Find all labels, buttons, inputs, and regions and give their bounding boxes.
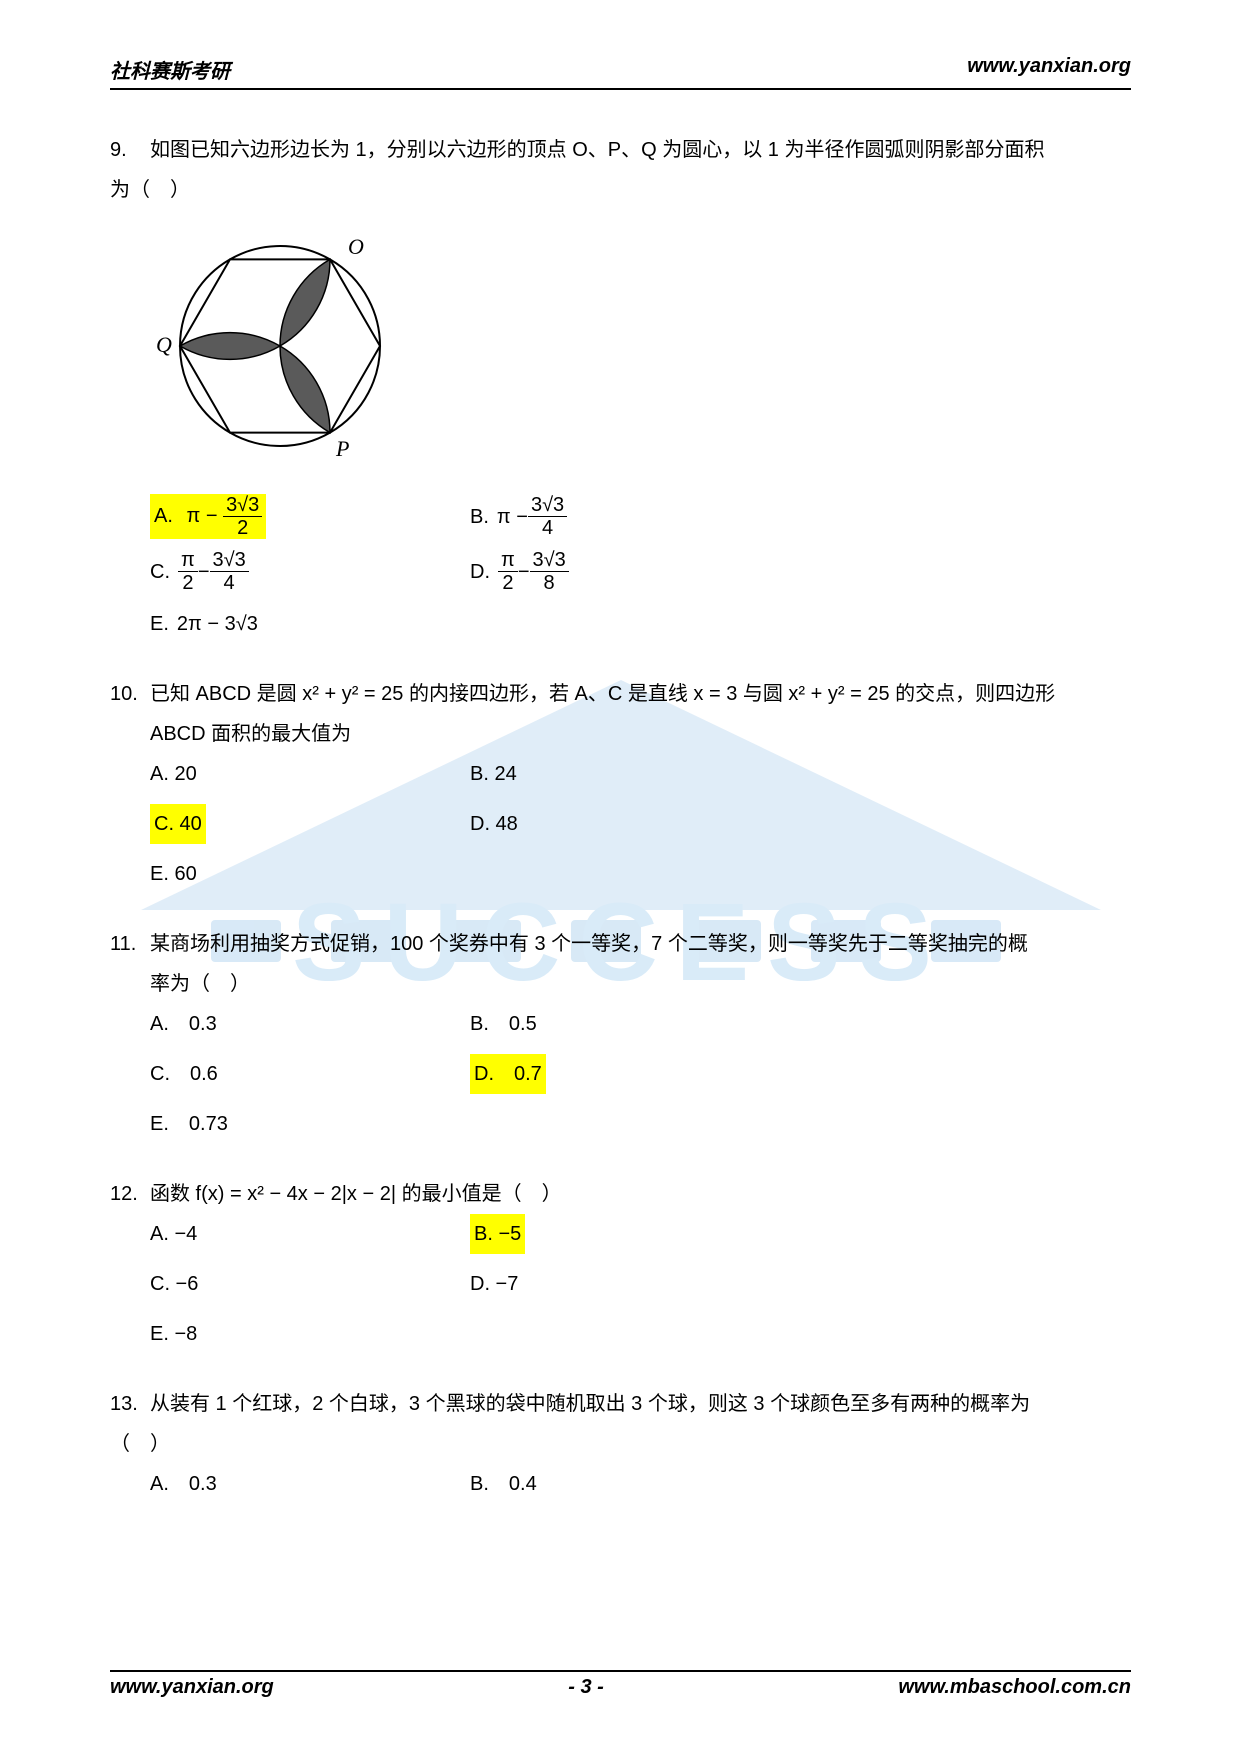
q9-number: 9.	[110, 130, 150, 170]
q12-text: 函数 f(x) = x² − 4x − 2|x − 2| 的最小值是（ ）	[150, 1174, 1131, 1214]
question-9: 9. 如图已知六边形边长为 1，分别以六边形的顶点 O、P、Q 为圆心，以 1 …	[110, 130, 1131, 644]
q13-text-line2: （ ）	[110, 1424, 1131, 1464]
q9-option-b: B. π − 3√34	[470, 494, 567, 539]
q11-text-line2: 率为（ ）	[150, 964, 1131, 1004]
q9-option-c: C. π2 − 3√34	[150, 549, 470, 594]
q11-option-c: C. 0.6	[150, 1054, 470, 1094]
q10-option-b: B. 24	[470, 754, 517, 794]
q10-option-d: D. 48	[470, 804, 518, 844]
page-footer: www.yanxian.org - 3 - www.mbaschool.com.…	[110, 1670, 1131, 1699]
q11-option-d: D. 0.7	[470, 1054, 546, 1094]
hexagon-figure: O Q P	[150, 230, 1131, 476]
q12-option-b: B. −5	[470, 1214, 525, 1254]
q9-text-line1: 如图已知六边形边长为 1，分别以六边形的顶点 O、P、Q 为圆心，以 1 为半径…	[150, 130, 1131, 170]
q11-option-a: A. 0.3	[150, 1004, 470, 1044]
q9-text-line2: 为（ ）	[110, 170, 1131, 210]
q11-option-e: E. 0.73	[150, 1104, 470, 1144]
q12-number: 12.	[110, 1174, 150, 1214]
q10-option-e: E. 60	[150, 854, 470, 894]
svg-text:P: P	[335, 436, 349, 461]
q13-text-line1: 从装有 1 个红球，2 个白球，3 个黑球的袋中随机取出 3 个球，则这 3 个…	[150, 1384, 1131, 1424]
q9-option-e: E. 2π − 3√3	[150, 604, 470, 644]
q12-option-a: A. −4	[150, 1214, 470, 1254]
question-13: 13. 从装有 1 个红球，2 个白球，3 个黑球的袋中随机取出 3 个球，则这…	[110, 1384, 1131, 1504]
q10-option-a: A. 20	[150, 754, 470, 794]
svg-text:Q: Q	[156, 332, 172, 357]
footer-right: www.mbaschool.com.cn	[898, 1676, 1131, 1699]
q13-option-a: A. 0.3	[150, 1464, 470, 1504]
q12-option-d: D. −7	[470, 1264, 518, 1304]
q10-text-line1: 已知 ABCD 是圆 x² + y² = 25 的内接四边形，若 A、C 是直线…	[150, 674, 1131, 714]
header-right: www.yanxian.org	[967, 55, 1131, 84]
q13-option-b: B. 0.4	[470, 1464, 537, 1504]
q10-number: 10.	[110, 674, 150, 714]
page-header: 社科赛斯考研 www.yanxian.org	[110, 55, 1131, 90]
svg-text:O: O	[348, 234, 364, 259]
q12-option-c: C. −6	[150, 1264, 470, 1304]
q11-number: 11.	[110, 924, 150, 964]
q11-text-line1: 某商场利用抽奖方式促销，100 个奖券中有 3 个一等奖，7 个二等奖，则一等奖…	[150, 924, 1131, 964]
q9-option-a: A. π − 3√32	[150, 494, 266, 539]
question-12: 12. 函数 f(x) = x² − 4x − 2|x − 2| 的最小值是（ …	[110, 1174, 1131, 1354]
q10-option-c: C. 40	[150, 804, 206, 844]
q10-text-line2: ABCD 面积的最大值为	[150, 714, 1131, 754]
q13-number: 13.	[110, 1384, 150, 1424]
footer-left: www.yanxian.org	[110, 1676, 274, 1699]
header-left: 社科赛斯考研	[110, 55, 230, 84]
q11-option-b: B. 0.5	[470, 1004, 537, 1044]
question-11: 11. 某商场利用抽奖方式促销，100 个奖券中有 3 个一等奖，7 个二等奖，…	[110, 924, 1131, 1144]
q9-option-d: D. π2 − 3√38	[470, 549, 569, 594]
footer-center: - 3 -	[568, 1676, 604, 1699]
question-10: 10. 已知 ABCD 是圆 x² + y² = 25 的内接四边形，若 A、C…	[110, 674, 1131, 894]
q12-option-e: E. −8	[150, 1314, 470, 1354]
